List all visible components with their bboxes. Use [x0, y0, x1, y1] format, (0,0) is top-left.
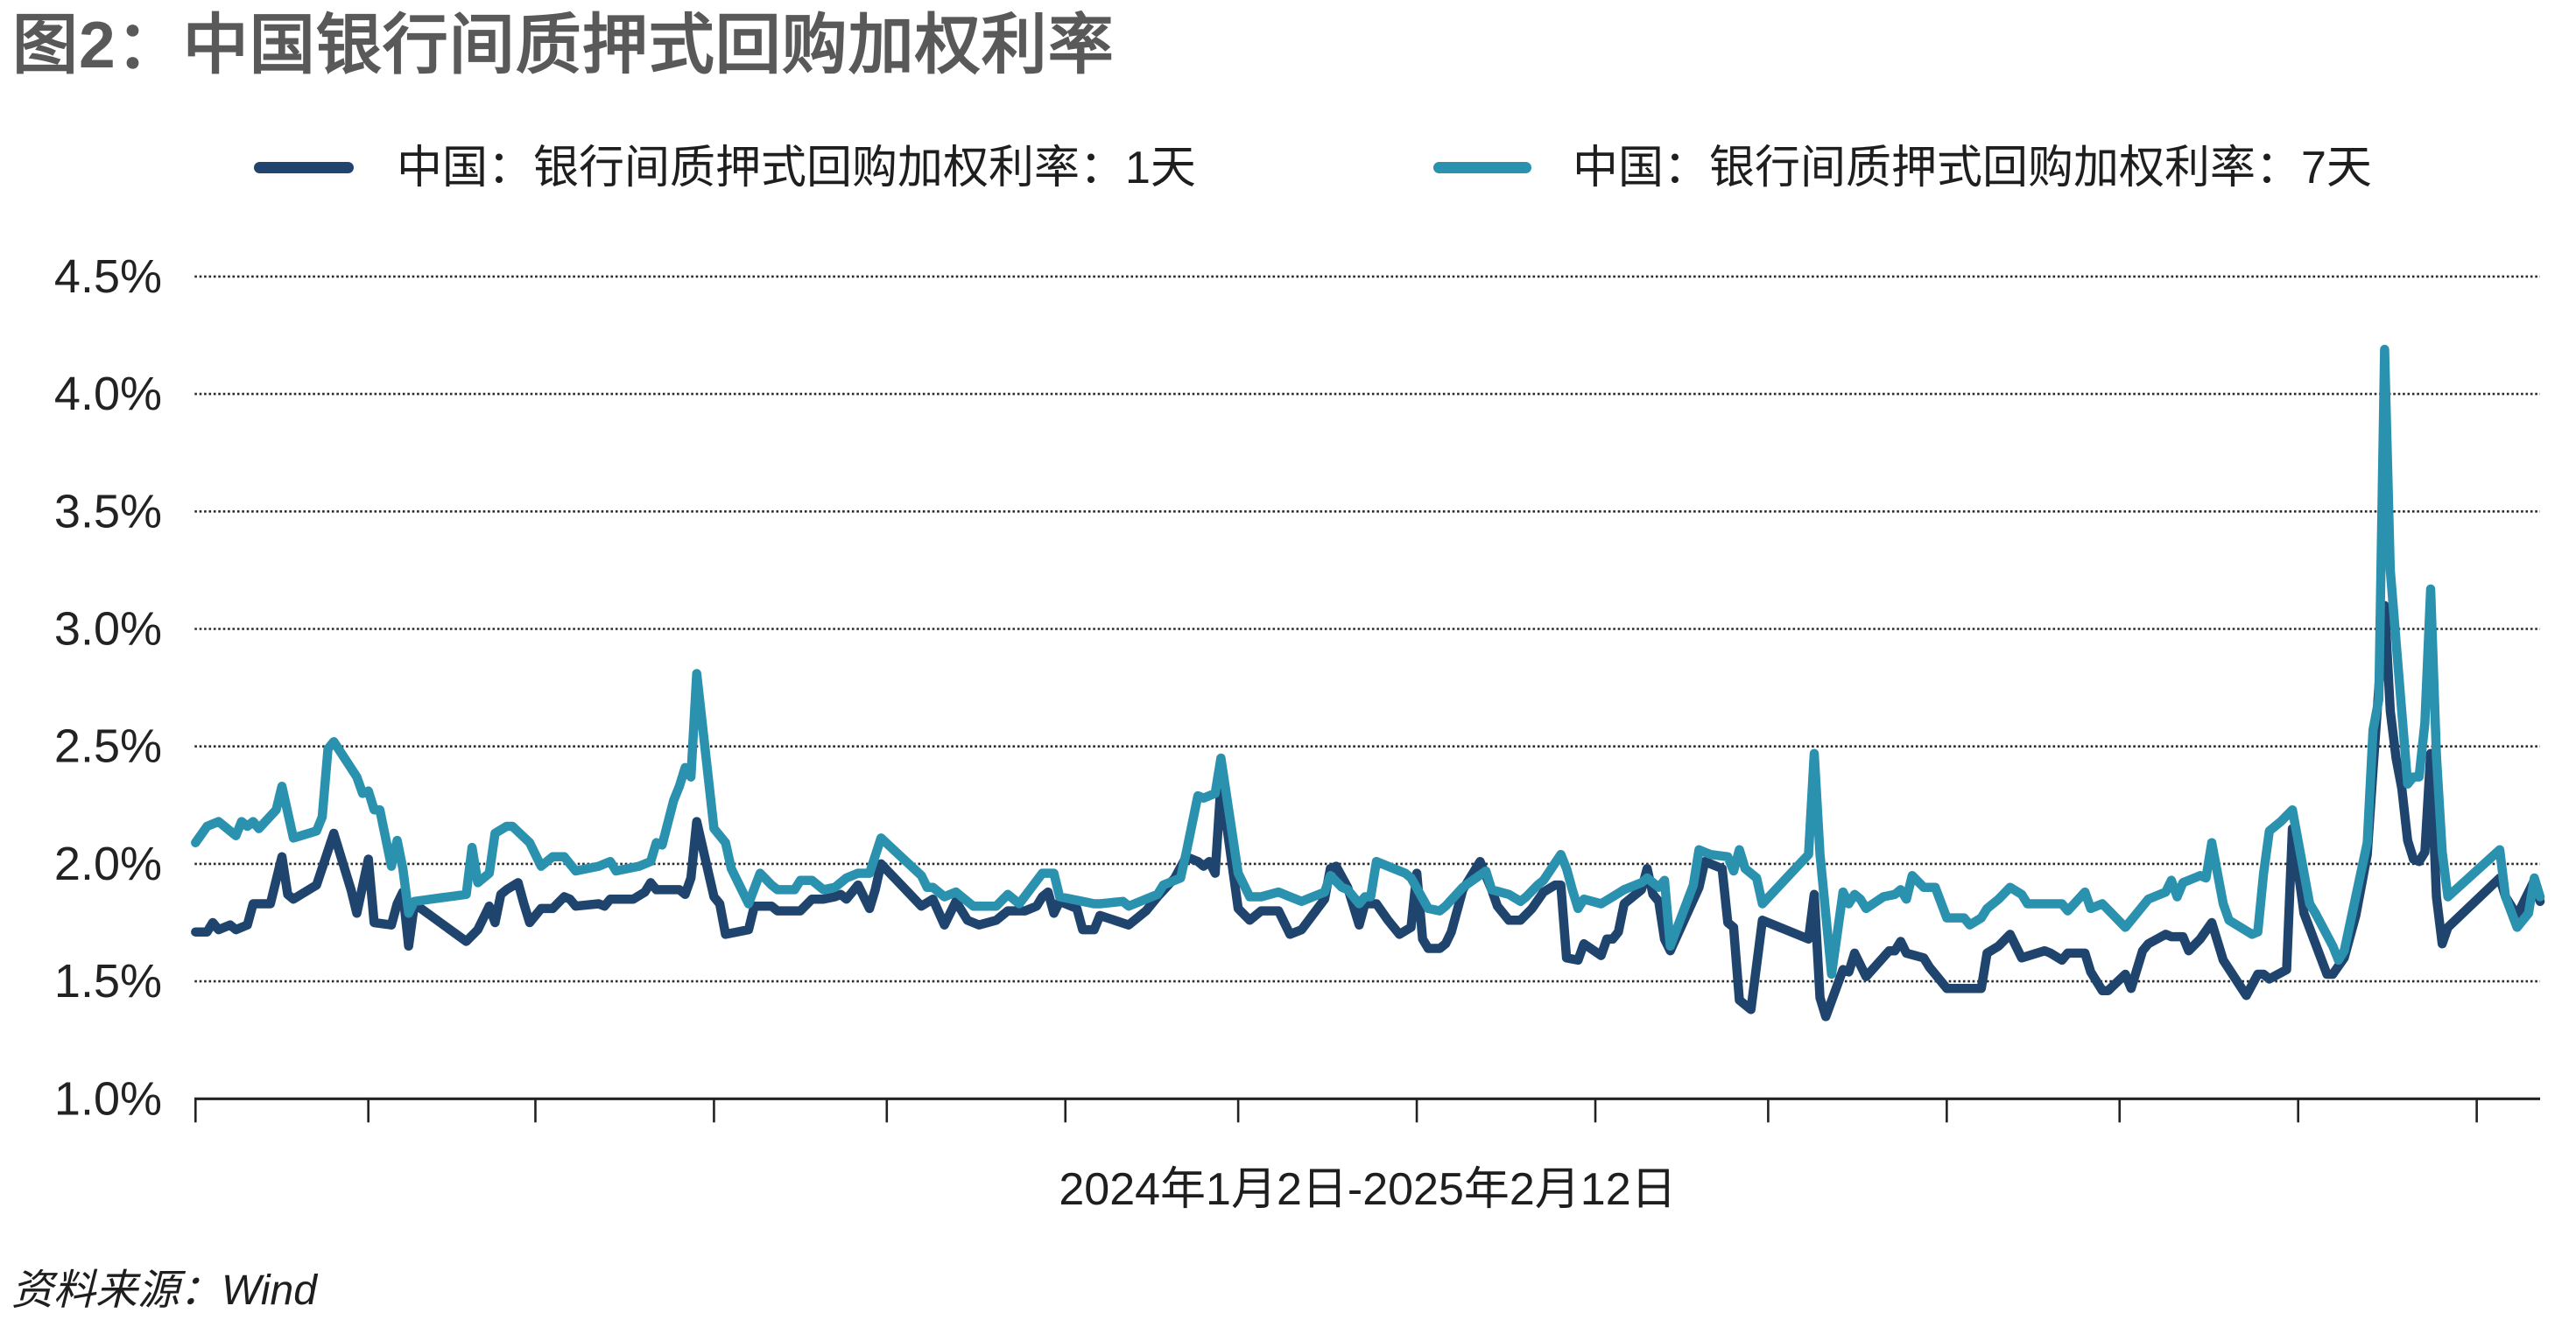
- series-line-7d: [191, 344, 2545, 979]
- y-tick-label: 4.0%: [54, 368, 162, 420]
- source-note: 资料来源：Wind: [11, 1267, 317, 1314]
- y-tick-label: 2.0%: [54, 838, 162, 890]
- legend-label-1d: 中国：银行间质押式回购加权利率：1天: [397, 143, 1196, 193]
- legend-item-1d: 中国：银行间质押式回购加权利率：1天: [254, 144, 1217, 193]
- y-tick-label: 1.0%: [54, 1072, 162, 1125]
- series-lines: [191, 344, 2545, 1022]
- legend: 中国：银行间质押式回购加权利率：1天 中国：银行间质押式回购加权利率：7天: [0, 0, 2576, 210]
- series-line-1d: [191, 600, 2545, 1022]
- y-gridlines: [194, 275, 2540, 983]
- x-axis-label: 2024年1月2日-2025年2月12日: [1059, 1164, 1677, 1215]
- y-tick-label: 3.0%: [54, 603, 162, 656]
- legend-item-7d: 中国：银行间质押式回购加权利率：7天: [1433, 144, 2484, 193]
- legend-swatch-1d: [254, 162, 354, 173]
- chart-title: 图2：中国银行间质押式回购加权利率: [12, 8, 1115, 81]
- x-axis-ticks: [194, 1099, 2478, 1123]
- y-tick-label: 2.5%: [54, 720, 162, 773]
- y-tick-label: 3.5%: [54, 485, 162, 537]
- legend-label-7d: 中国：银行间质押式回购加权利率：7天: [1573, 143, 2372, 193]
- y-tick-label: 1.5%: [54, 955, 162, 1008]
- legend-swatch-7d: [1433, 162, 1531, 173]
- y-tick-label: 4.5%: [54, 250, 162, 303]
- y-axis-labels: 4.5% 4.0% 3.5% 3.0% 2.5% 2.0% 1.5% 1.0%: [54, 250, 162, 1125]
